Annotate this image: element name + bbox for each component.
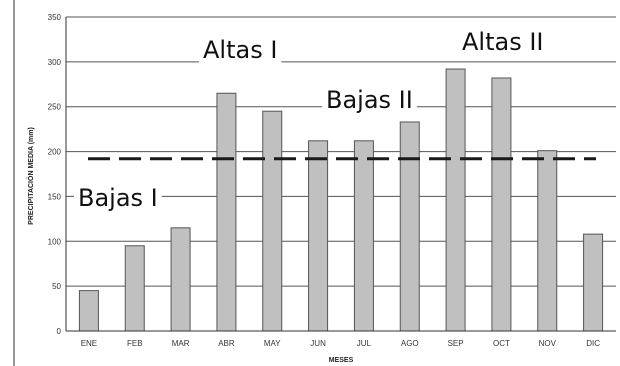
bar-ago: [399, 121, 420, 332]
annotation-background: [458, 27, 548, 57]
annotation-layer: Bajas I Altas I Bajas II Altas II: [74, 27, 548, 213]
bar-dic: [583, 233, 604, 332]
bar-layer: [78, 68, 604, 332]
bar-abr: [216, 92, 237, 332]
annotation-background: [74, 183, 162, 213]
y-axis-title: PRECIPITACIÓN MEDIA (mm): [26, 127, 35, 225]
x-tick-label: OCT: [493, 339, 510, 348]
annotation-altas-ii: Altas II: [462, 28, 544, 56]
y-tick-label: 200: [48, 148, 62, 157]
annotation-bajas-i: Bajas I: [78, 184, 158, 212]
bar-jul: [353, 140, 374, 332]
annotation-altas-i: Altas I: [203, 36, 277, 64]
x-tick-label: SEP: [448, 339, 464, 348]
annotation-background: [322, 85, 417, 115]
x-tick-label: ENE: [81, 339, 97, 348]
x-tick-label: ABR: [218, 339, 235, 348]
bar-sep: [445, 68, 466, 332]
grid-layer: [66, 16, 616, 287]
annotation-bajas-ii: Bajas II: [326, 86, 413, 114]
bar-feb: [124, 245, 145, 332]
x-axis-title: MESES: [329, 357, 354, 364]
bar-ene: [78, 290, 99, 332]
x-tick-label: JUN: [310, 339, 326, 348]
bar-jun: [308, 140, 329, 332]
y-tick-label: 250: [48, 103, 62, 112]
bar-mar: [170, 227, 191, 332]
y-tick-label: 100: [48, 237, 62, 246]
y-tick-label: 150: [48, 192, 62, 201]
x-tick-label: AGO: [401, 339, 419, 348]
y-tick-label: 350: [48, 13, 62, 22]
x-tick-label: DIC: [586, 339, 600, 348]
bar-nov: [537, 150, 558, 332]
y-tick-label: 0: [57, 327, 62, 336]
x-tick-label: NOV: [539, 339, 557, 348]
x-tick-label: JUL: [357, 339, 372, 348]
axis-layer: 0 50 100 150 200 250 300 350 ENE FEB MAR ABR MAY JUN J…: [13, 0, 616, 366]
y-tick-label: 50: [52, 282, 61, 291]
bar-may: [262, 110, 283, 332]
x-tick-label: MAY: [264, 339, 281, 348]
bar-oct: [491, 77, 512, 332]
annotation-background: [199, 35, 282, 65]
x-tick-label: MAR: [172, 339, 190, 348]
x-tick-label: FEB: [127, 339, 143, 348]
y-tick-label: 300: [48, 58, 62, 67]
